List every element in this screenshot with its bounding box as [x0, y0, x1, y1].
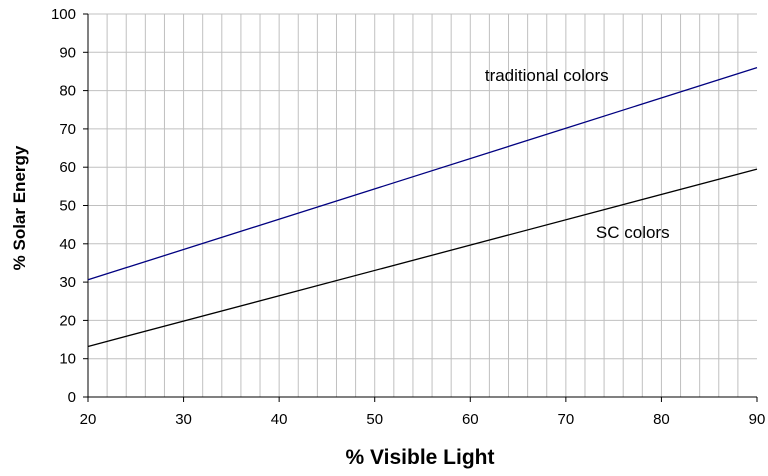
x-tick-label: 40: [271, 411, 288, 428]
y-axis-ticks: 0 10 20 30 40 50 60 70 80 90 100: [51, 6, 88, 406]
y-tick-label: 40: [59, 236, 76, 253]
y-tick-label: 0: [68, 389, 76, 406]
x-tick-label: 50: [366, 411, 383, 428]
x-tick-label: 80: [653, 411, 670, 428]
series-label-0: traditional colors: [485, 66, 609, 85]
y-tick-label: 70: [59, 121, 76, 138]
x-tick-label: 70: [558, 411, 575, 428]
y-tick-label: 20: [59, 312, 76, 329]
x-axis-ticks: 20 30 40 50 60 70 80 90: [80, 397, 766, 428]
x-tick-label: 90: [749, 411, 766, 428]
y-tick-label: 100: [51, 6, 76, 23]
y-tick-label: 80: [59, 83, 76, 100]
x-axis-title: % Visible Light: [346, 446, 495, 469]
y-tick-label: 10: [59, 351, 76, 368]
x-tick-label: 20: [80, 411, 97, 428]
series-line-1: [87, 168, 758, 348]
grid: [88, 13, 757, 397]
y-tick-label: 30: [59, 274, 76, 291]
y-tick-label: 60: [59, 159, 76, 176]
series-line-0: [87, 67, 758, 281]
y-tick-label: 50: [59, 198, 76, 215]
series-label-1: SC colors: [596, 223, 670, 242]
x-tick-label: 60: [462, 411, 479, 428]
y-axis-title: % Solar Energy: [10, 145, 29, 270]
x-tick-label: 30: [175, 411, 192, 428]
series-group: traditional colors SC colors: [87, 66, 758, 348]
y-tick-label: 90: [59, 44, 76, 61]
